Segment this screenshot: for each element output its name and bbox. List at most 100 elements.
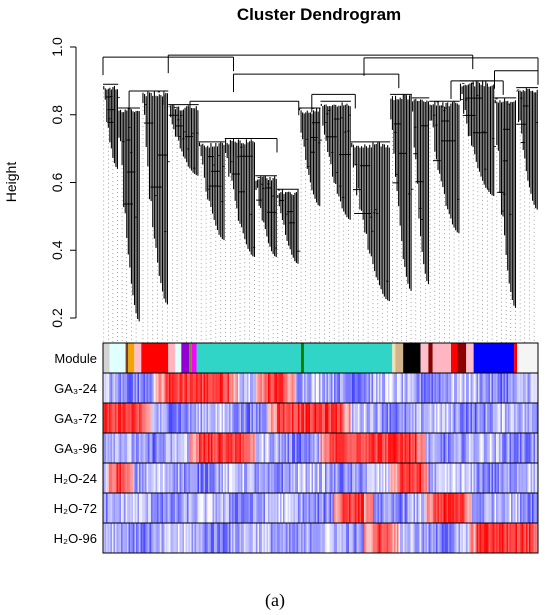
heatmap-cell	[119, 403, 122, 433]
heatmap-cell	[145, 433, 147, 463]
heatmap-cell	[241, 433, 243, 463]
heatmap-cell	[281, 493, 284, 523]
heatmap-cell	[190, 373, 192, 403]
heatmap-cell	[145, 403, 147, 433]
heatmap-cell	[146, 433, 149, 463]
heatmap-cell	[452, 493, 455, 523]
heatmap-cell	[158, 463, 161, 493]
module-segment	[141, 343, 169, 373]
heatmap-cell	[524, 523, 527, 553]
heatmap-cell	[248, 493, 251, 523]
heatmap-cell	[301, 403, 303, 433]
heatmap-cell	[434, 403, 437, 433]
heatmap-cell	[514, 373, 516, 403]
heatmap-cell	[296, 373, 299, 403]
heatmap-cell	[523, 523, 525, 553]
heatmap-cell	[212, 463, 215, 493]
heatmap-cell	[415, 493, 417, 523]
heatmap-cell	[119, 523, 122, 553]
heatmap-cell	[176, 373, 179, 403]
heatmap-cell	[272, 433, 275, 463]
heatmap-cell	[524, 433, 527, 463]
heatmap-cell	[428, 433, 431, 463]
heatmap-cell	[299, 433, 302, 463]
heatmap-cell	[266, 493, 269, 523]
heatmap-cell	[505, 403, 507, 433]
heatmap-cell	[484, 403, 486, 433]
heatmap-cell	[320, 523, 323, 553]
heatmap-cell	[203, 403, 206, 433]
heatmap-cell	[182, 433, 185, 463]
heatmap-cell	[149, 403, 152, 433]
heatmap-cell	[349, 463, 351, 493]
heatmap-cell	[334, 493, 336, 523]
heatmap-cell	[461, 523, 464, 553]
heatmap-cell	[113, 463, 116, 493]
heatmap-cell	[211, 373, 213, 403]
heatmap-cell	[194, 493, 197, 523]
heatmap-cell	[335, 523, 338, 553]
heatmap-cell	[212, 493, 215, 523]
heatmap-cell	[382, 373, 384, 403]
heatmap-cell	[293, 463, 296, 493]
heatmap-cell	[406, 523, 408, 553]
heatmap-cell	[226, 433, 228, 463]
heatmap-cell	[280, 463, 282, 493]
heatmap-cell	[110, 433, 113, 463]
heatmap-cell	[290, 433, 293, 463]
heatmap-cell	[470, 403, 473, 433]
heatmap-cell	[320, 373, 323, 403]
heatmap-cell	[289, 433, 291, 463]
heatmap-cell	[209, 463, 212, 493]
heatmap-cell	[131, 373, 134, 403]
heatmap-cell	[263, 403, 266, 433]
heatmap-cell	[169, 493, 171, 523]
heatmap-cell	[260, 403, 263, 433]
heatmap-cell	[185, 403, 188, 433]
heatmap-cell	[314, 493, 317, 523]
heatmap-cell	[487, 403, 489, 433]
heatmap-cell	[454, 433, 456, 463]
heatmap-cell	[268, 493, 270, 523]
heatmap-cell	[418, 523, 420, 553]
module-segment	[181, 343, 190, 373]
heatmap-cell	[140, 403, 143, 433]
heatmap-cell	[443, 433, 446, 463]
heatmap-cell	[463, 493, 465, 523]
heatmap-cell	[173, 373, 176, 403]
heatmap-cell	[521, 523, 524, 553]
panel-label: (a)	[265, 590, 285, 611]
heatmap-cell	[169, 373, 171, 403]
heatmap-cell	[523, 403, 525, 433]
heatmap-cell	[407, 403, 410, 433]
heatmap-cell	[523, 463, 525, 493]
heatmap-cell	[451, 433, 453, 463]
heatmap-cell	[403, 523, 405, 553]
heatmap-cell	[178, 403, 180, 433]
heatmap-cell	[155, 493, 158, 523]
trait-row: GA₃-72	[54, 402, 539, 434]
heatmap-cell	[514, 463, 516, 493]
heatmap-cell	[449, 523, 452, 553]
heatmap-cell	[167, 433, 170, 463]
heatmap-cell	[149, 523, 152, 553]
heatmap-cell	[254, 523, 257, 553]
heatmap-cell	[359, 403, 362, 433]
heatmap-cell	[418, 433, 420, 463]
heatmap-cell	[430, 463, 432, 493]
heatmap-cell	[344, 433, 347, 463]
heatmap-cell	[313, 433, 315, 463]
heatmap-cell	[377, 403, 380, 433]
heatmap-cell	[377, 463, 380, 493]
heatmap-cell	[493, 463, 495, 493]
heatmap-cell	[529, 403, 531, 433]
heatmap-cell	[515, 493, 518, 523]
heatmap-cell	[385, 463, 387, 493]
heatmap-cell	[110, 373, 113, 403]
heatmap-cell	[365, 493, 368, 523]
heatmap-cell	[206, 493, 209, 523]
heatmap-cell	[128, 463, 131, 493]
heatmap-cell	[160, 403, 162, 433]
heatmap-cell	[317, 463, 320, 493]
heatmap-cell	[292, 523, 294, 553]
